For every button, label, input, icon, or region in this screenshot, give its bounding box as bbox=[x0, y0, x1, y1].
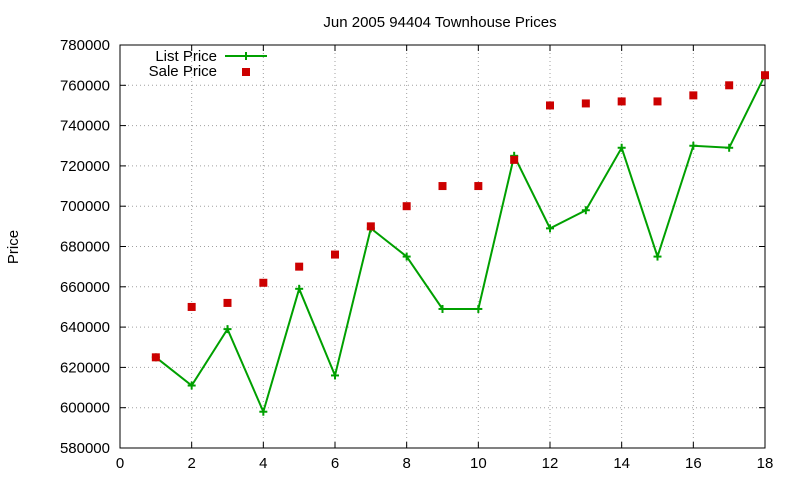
list-price-point bbox=[581, 206, 590, 215]
list-price-point bbox=[223, 325, 232, 334]
sale-price-point bbox=[689, 91, 698, 100]
list-price-point bbox=[725, 143, 734, 152]
x-tick-label: 18 bbox=[757, 455, 774, 472]
y-tick-label: 760000 bbox=[60, 77, 110, 94]
sale-price-point bbox=[331, 250, 339, 259]
sale-price-point bbox=[295, 262, 304, 271]
x-tick-label: 12 bbox=[542, 455, 559, 472]
x-tick-label: 10 bbox=[470, 455, 487, 472]
sale-price-point bbox=[402, 202, 411, 211]
sale-price-point bbox=[151, 353, 160, 362]
sale-price-point bbox=[653, 97, 662, 106]
sale-price-point bbox=[510, 155, 519, 164]
sale-price-point bbox=[223, 298, 232, 307]
x-tick-label: 16 bbox=[685, 455, 702, 472]
sale-price-point bbox=[761, 71, 769, 80]
list-price-point bbox=[438, 304, 447, 313]
y-tick-label: 640000 bbox=[60, 319, 110, 336]
y-tick-label: 720000 bbox=[60, 158, 110, 175]
list-price-point bbox=[295, 284, 304, 293]
list-price-point bbox=[331, 371, 339, 380]
x-tick-label: 2 bbox=[187, 455, 195, 472]
sale-price-point bbox=[474, 182, 483, 191]
tick-labels: 0 2 4 6 8 10 12 14 16 18 580000 600000 620000 640000 6… bbox=[60, 37, 773, 472]
sale-price-point bbox=[725, 81, 734, 90]
list-price-point bbox=[187, 381, 196, 390]
y-tick-label: 740000 bbox=[60, 118, 110, 135]
list-price-point bbox=[474, 304, 483, 313]
x-tick-label: 4 bbox=[259, 455, 267, 472]
y-tick-label: 580000 bbox=[60, 440, 110, 457]
sale-price-point bbox=[366, 222, 375, 231]
axes bbox=[119, 44, 766, 449]
y-tick-label: 660000 bbox=[60, 279, 110, 296]
list-price-point bbox=[402, 252, 411, 261]
x-tick-label: 8 bbox=[402, 455, 410, 472]
sale-price-point bbox=[546, 101, 554, 110]
x-tick-label: 14 bbox=[613, 455, 630, 472]
sale-price-point bbox=[187, 302, 196, 311]
grid bbox=[120, 45, 765, 448]
list-price-point bbox=[259, 407, 268, 416]
y-tick-label: 780000 bbox=[60, 37, 110, 54]
legend-label-sale-price: Sale Price bbox=[149, 63, 217, 80]
chart-title: Jun 2005 94404 Townhouse Prices bbox=[323, 14, 556, 31]
sale-price-point bbox=[259, 278, 268, 287]
sale-price-point bbox=[581, 99, 590, 108]
list-price-point bbox=[689, 141, 698, 150]
sale-price-point bbox=[438, 182, 447, 191]
list-price-line bbox=[155, 74, 766, 415]
legend-label-list-price: List Price bbox=[155, 48, 217, 65]
list-price-point bbox=[546, 224, 554, 233]
list-price-point bbox=[617, 143, 626, 152]
y-axis-label: Price bbox=[5, 230, 22, 264]
list-price-point bbox=[653, 252, 662, 261]
y-tick-label: 700000 bbox=[60, 198, 110, 215]
plot-area bbox=[151, 71, 769, 416]
sale-price-point bbox=[617, 97, 626, 106]
y-tick-label: 620000 bbox=[60, 359, 110, 376]
x-tick-label: 0 bbox=[116, 455, 124, 472]
y-tick-label: 680000 bbox=[60, 239, 110, 256]
x-tick-label: 6 bbox=[331, 455, 339, 472]
y-tick-label: 600000 bbox=[60, 400, 110, 417]
legend-marker-sale-price bbox=[242, 68, 250, 76]
